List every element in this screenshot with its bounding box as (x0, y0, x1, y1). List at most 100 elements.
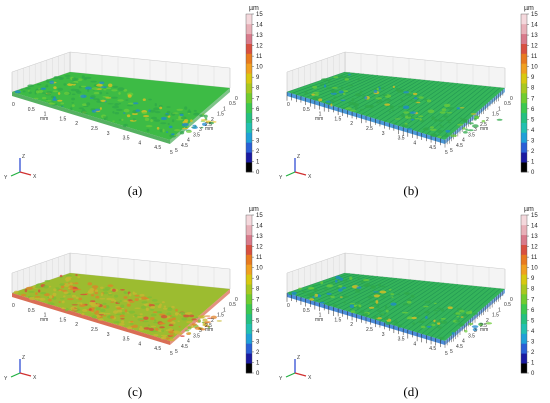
colorbar-tick-label: 13 (256, 234, 263, 240)
x-tick-label: 0.5 (28, 107, 35, 113)
colorbar-tick-label: 4 (531, 329, 535, 335)
surface-plot: 00.511.522.533.544.55 54.543.532.521.510.… (279, 206, 538, 382)
colorbar-tick-label: 0 (531, 371, 535, 377)
colorbar-tick-label: 2 (531, 350, 535, 356)
colorbar-tick-label: 5 (256, 117, 260, 123)
colorbar-tick-label: 10 (531, 65, 538, 71)
colorbar-tick-label: 6 (531, 308, 535, 314)
colorbar-tick-label: 6 (256, 107, 260, 113)
x-tick-label: 3.5 (123, 337, 130, 343)
x-tick-label: 1.5 (334, 116, 341, 122)
colorbar-tick-label: 5 (256, 318, 260, 324)
x-tick-label: 2.5 (91, 327, 98, 333)
x-axis-unit: mm (315, 116, 323, 122)
x-tick-label: 2.5 (366, 126, 373, 132)
colorbar-segment (521, 23, 527, 35)
colorbar-tick-label: 12 (256, 44, 263, 50)
colorbar-tick-label: 15 (531, 12, 538, 18)
x-tick-label: 2 (75, 322, 78, 328)
x-tick-label: 2 (350, 322, 353, 328)
colorbar-tick-label: 10 (256, 266, 263, 272)
colorbar-segment (521, 363, 527, 374)
y-tick-label: 0.5 (504, 101, 511, 107)
y-axis-unit: mm (205, 126, 213, 132)
x-tick-label: 0.5 (28, 308, 35, 314)
back-wall (286, 51, 506, 93)
colorbar-segment (246, 234, 252, 245)
colorbar-tick-label: 2 (531, 149, 535, 155)
colorbar-segment (246, 93, 252, 104)
colorbar-tick-label: 3 (256, 138, 260, 144)
colorbar-tick-label: 14 (531, 23, 538, 29)
y-tick-label: 3 (474, 328, 477, 334)
y-tick-label: 1 (498, 106, 501, 112)
y-tick-label: 1 (498, 307, 501, 313)
colorbar-segment (246, 122, 252, 133)
y-tick-label: 2 (486, 117, 489, 123)
x-axis-unit: mm (315, 317, 323, 323)
colorbar-tick-label: 14 (256, 224, 263, 230)
colorbar-tick-label: 8 (256, 287, 260, 293)
colorbar-tick-label: 6 (531, 107, 535, 113)
colorbar-segment (246, 363, 252, 374)
colorbar-segment (246, 43, 252, 54)
panel-caption: (c) (127, 384, 143, 399)
axes-triad-icon: Z Y X (279, 154, 312, 181)
colorbar-segment (521, 122, 527, 133)
colorbar-tick-label: 4 (256, 128, 260, 134)
colorbar-tick-label: 4 (256, 329, 260, 335)
y-tick-label: 3 (474, 127, 477, 133)
colorbar-segment (246, 254, 252, 265)
colorbar-segment (246, 224, 252, 236)
colorbar-segment (246, 63, 252, 74)
z-axis-label: Z (297, 355, 300, 361)
x-tick-label: 4 (138, 341, 141, 347)
axes-triad-icon: Z Y X (279, 355, 312, 382)
y-tick-label: 0.5 (229, 101, 236, 107)
x-tick-label: 4.5 (154, 346, 161, 352)
colorbar-tick-label: 10 (256, 65, 263, 71)
y-tick-label: 3 (199, 328, 202, 334)
y-tick-label: 3.5 (468, 333, 475, 339)
surface-plot: 00.511.522.533.544.55 54.543.532.521.510.… (279, 5, 538, 181)
y-tick-label: 3.5 (193, 132, 200, 138)
y-tick-label: 4 (462, 138, 465, 144)
panel-caption: (a) (127, 183, 143, 198)
colorbar-segment (521, 73, 527, 84)
colorbar-tick-label: 15 (256, 213, 263, 219)
y-tick-label: 4.5 (181, 344, 188, 350)
x-tick-label: 2 (350, 121, 353, 127)
colorbar-segment (521, 303, 527, 315)
colorbar-tick-label: 6 (256, 308, 260, 314)
colorbar-tick-label: 12 (256, 245, 263, 251)
x-axis-label: X (33, 375, 37, 381)
axes-triad-icon: Z Y X (4, 355, 37, 382)
colorbar-segment (521, 284, 527, 295)
panel-caption: (d) (403, 384, 419, 399)
x-axis-unit: mm (40, 116, 48, 122)
axis-ticks: 00.511.522.533.544.55 54.543.532.521.510.… (12, 96, 238, 156)
colorbar-segment (246, 142, 252, 153)
colorbar-tick-label: 5 (531, 318, 535, 324)
colorbar-segment (521, 142, 527, 153)
colorbar-segment (521, 43, 527, 54)
x-axis-label: X (308, 375, 312, 381)
colorbar-tick-label: 14 (531, 224, 538, 230)
x-tick-label: 3 (382, 332, 385, 338)
colorbar-tick-label: 3 (531, 138, 535, 144)
colorbar-segment (521, 313, 527, 324)
colorbar-segment (246, 294, 252, 305)
back-wall (286, 252, 506, 294)
colorbar-segment (246, 132, 252, 143)
y-tick-label: 4 (462, 339, 465, 345)
colorbar-segment (246, 33, 252, 44)
colorbar-tick-label: 0 (256, 371, 260, 377)
colorbar-segment (521, 274, 527, 285)
y-tick-label: 2 (211, 117, 214, 123)
colorbar-tick-label: 7 (531, 96, 535, 102)
colorbar-tick-label: 15 (531, 213, 538, 219)
colorbar-tick-label: 7 (256, 96, 260, 102)
